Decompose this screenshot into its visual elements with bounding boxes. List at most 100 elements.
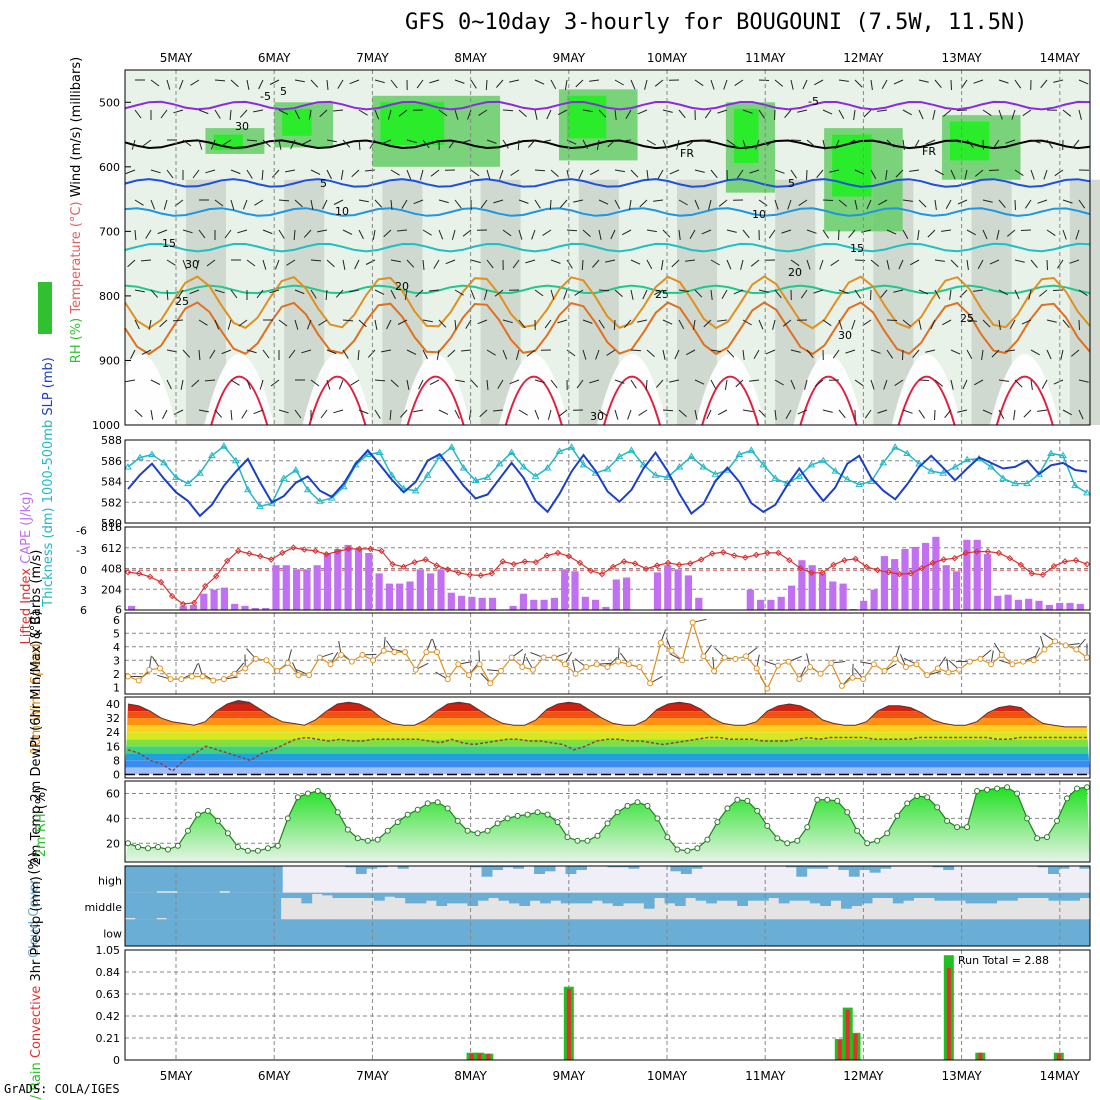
precip-convective-bar: [978, 1052, 983, 1060]
wind-barb: [546, 109, 552, 120]
wind-barb: [998, 289, 1008, 296]
wind-speed-point: [966, 658, 973, 665]
wind-barb: [1014, 259, 1025, 263]
wind-barb: [582, 139, 589, 150]
wind-barb: [214, 109, 221, 119]
wind-barb: [1024, 199, 1032, 209]
wind-speed-point: [135, 677, 142, 684]
cloud-bar-middle: [602, 892, 614, 904]
wind-barb: [470, 259, 481, 264]
wind-barb: [358, 139, 361, 150]
wind-barb: [942, 319, 952, 326]
wind-speed-point: [732, 655, 739, 662]
rh-point: [924, 794, 931, 801]
wind-barb: [1005, 349, 1016, 352]
thickness-point: [759, 460, 768, 468]
wind-barb: [320, 409, 328, 419]
wind-speed-point: [700, 653, 707, 660]
wind-barb: [595, 349, 600, 360]
cloud-bar-high: [355, 866, 367, 874]
wind-barb: [301, 139, 312, 145]
panel-label-rh2m: 2m RH (%): [34, 787, 49, 858]
rh-point: [984, 786, 991, 793]
wind-barb: [544, 319, 552, 329]
wind-barb: [318, 319, 328, 326]
wind-barb: [765, 349, 776, 355]
lifted-index-point: [235, 547, 242, 555]
wind-barb: [467, 109, 472, 120]
thickness-tick: 580: [101, 517, 122, 530]
cloud-bar-low: [996, 919, 1008, 946]
wind-barb: [895, 169, 904, 178]
wind-barb: [365, 169, 376, 172]
wind-barb: [790, 379, 796, 390]
cloud-bar-middle: [1069, 892, 1080, 901]
thickness-point: [148, 450, 156, 458]
cloud-bar-middle: [841, 892, 852, 909]
wind-tick: 5: [113, 627, 120, 640]
wind-barb: [798, 199, 808, 207]
wind-barb: [806, 259, 811, 270]
wind-barb: [774, 379, 784, 386]
wind-speed-point: [817, 670, 824, 677]
wind-barb: [294, 199, 303, 208]
wind-barb: [607, 139, 616, 148]
temp-tick: 40: [106, 698, 120, 711]
wind-speed-point: [668, 647, 675, 654]
wind-barb: [198, 319, 208, 326]
cloud-bar-low: [1017, 919, 1029, 946]
lifted-index-point: [1017, 561, 1025, 569]
wind-barb: [274, 259, 280, 270]
thickness-point: [1071, 481, 1079, 489]
wind-barb: [989, 259, 1000, 265]
cloud-bar-middle: [633, 892, 645, 904]
wind-barb: [717, 409, 728, 416]
wind-barb: [390, 259, 401, 263]
precip-convective-bar: [853, 1033, 858, 1060]
contour-label: 30: [185, 258, 199, 271]
cape-bar: [932, 536, 940, 610]
wind-frame: [124, 612, 1091, 695]
isotherm-0: [124, 139, 1091, 150]
wind-barb: [758, 199, 768, 207]
wind-barb: [813, 289, 824, 294]
wind-barb: [625, 109, 632, 119]
wind-barb: [881, 79, 888, 89]
rh-point: [165, 846, 171, 853]
wind-barb: [198, 409, 209, 413]
wind-barb: [966, 229, 976, 236]
wind-barb: [733, 289, 744, 295]
wind-barb: [950, 259, 959, 268]
wind-barb: [749, 379, 760, 382]
wind-barb: [742, 409, 753, 413]
wind-barb: [918, 409, 926, 419]
date-label-bottom: 11MAY: [745, 1069, 786, 1083]
wind-barb: [838, 319, 843, 330]
thickness-point: [747, 446, 756, 453]
wind-barb: [502, 349, 508, 360]
lifted-index-point: [984, 548, 992, 555]
wind-barb: [550, 379, 558, 389]
lifted-index-line: [127, 546, 1088, 605]
temp-tick: 8: [113, 754, 120, 767]
thickness-point: [939, 469, 948, 476]
wind-barb: [406, 259, 415, 268]
rh-point: [145, 845, 151, 852]
cloud-bar-low: [944, 919, 956, 946]
wind-speed-point: [157, 665, 163, 672]
cloud-bar-middle: [924, 892, 935, 898]
wind-barb: [480, 199, 488, 209]
cloud-bar-high: [1058, 866, 1070, 869]
wind-barb: [766, 139, 776, 147]
wind-barb: [624, 319, 632, 328]
temp-band: [125, 767, 1090, 775]
wind-speed-point: [807, 664, 813, 670]
wind-barb: [326, 259, 335, 268]
rh-point: [624, 802, 631, 809]
wind-speed-point: [764, 685, 771, 692]
cape-bar: [901, 549, 909, 610]
rh-point: [844, 809, 851, 816]
wind-barb: [262, 229, 273, 235]
rh-point: [264, 845, 271, 852]
lifted-index-point: [841, 556, 848, 564]
